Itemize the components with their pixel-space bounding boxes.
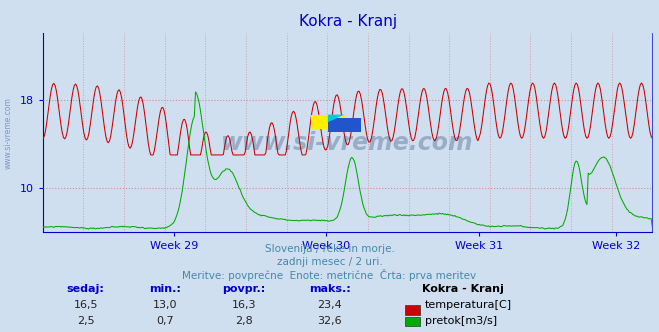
Text: Slovenija / reke in morje.: Slovenija / reke in morje. — [264, 244, 395, 254]
Text: www.si-vreme.com: www.si-vreme.com — [3, 97, 13, 169]
Title: Kokra - Kranj: Kokra - Kranj — [299, 14, 397, 29]
Text: 32,6: 32,6 — [317, 316, 342, 326]
Text: maks.:: maks.: — [308, 284, 351, 294]
Text: 16,5: 16,5 — [73, 300, 98, 310]
Text: povpr.:: povpr.: — [222, 284, 266, 294]
Bar — [328, 118, 361, 132]
Text: 13,0: 13,0 — [152, 300, 177, 310]
Text: 23,4: 23,4 — [317, 300, 342, 310]
Text: sedaj:: sedaj: — [67, 284, 105, 294]
Text: www.si-vreme.com: www.si-vreme.com — [221, 131, 474, 155]
Text: Kokra - Kranj: Kokra - Kranj — [422, 284, 503, 294]
Text: 2,5: 2,5 — [77, 316, 94, 326]
Bar — [311, 115, 345, 129]
Text: 0,7: 0,7 — [156, 316, 173, 326]
Text: temperatura[C]: temperatura[C] — [425, 300, 512, 310]
Text: zadnji mesec / 2 uri.: zadnji mesec / 2 uri. — [277, 257, 382, 267]
Polygon shape — [328, 115, 345, 122]
Text: Meritve: povprečne  Enote: metrične  Črta: prva meritev: Meritve: povprečne Enote: metrične Črta:… — [183, 269, 476, 281]
Text: 2,8: 2,8 — [235, 316, 252, 326]
Text: 16,3: 16,3 — [231, 300, 256, 310]
Text: pretok[m3/s]: pretok[m3/s] — [425, 316, 497, 326]
Text: min.:: min.: — [149, 284, 181, 294]
